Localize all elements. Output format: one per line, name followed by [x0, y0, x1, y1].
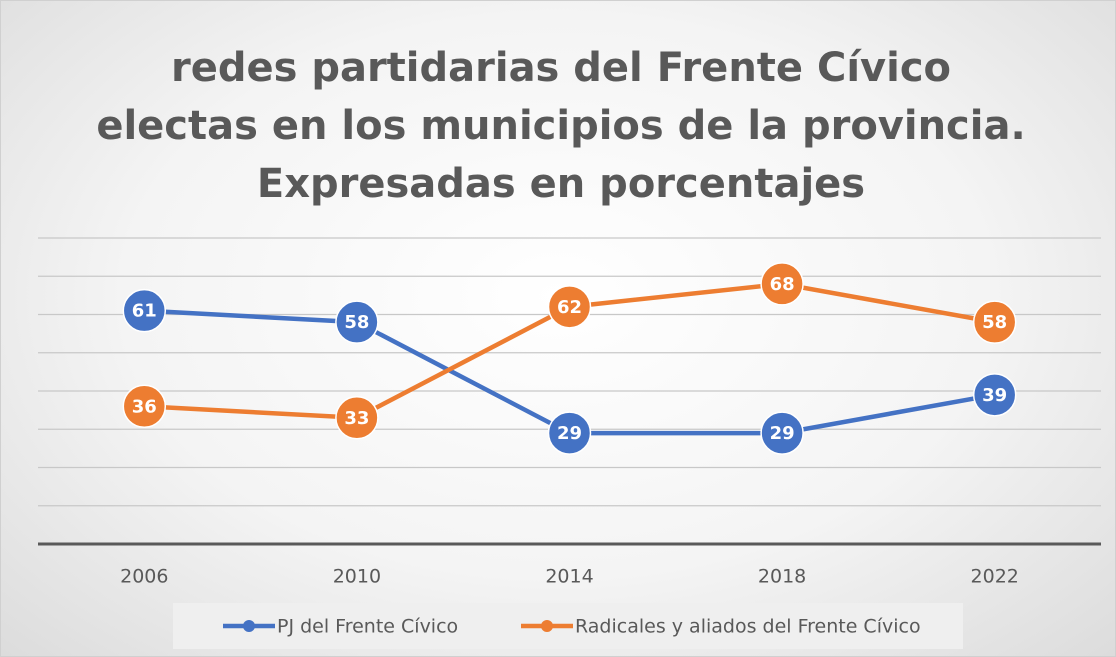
chart-title: redes partidarias del Frente Cívico elec…: [96, 45, 1026, 207]
data-label: 29: [770, 423, 795, 444]
data-point: [972, 373, 1017, 417]
data-label: 33: [344, 408, 369, 429]
x-tick-label: 2014: [545, 566, 593, 588]
data-label: 68: [770, 274, 795, 295]
data-label: 58: [344, 312, 369, 333]
data-point: [335, 300, 379, 344]
legend-marker: [541, 620, 553, 632]
data-label: 39: [982, 385, 1007, 406]
legend-label: Radicales y aliados del Frente Cívico: [575, 616, 921, 638]
data-label: 36: [132, 396, 157, 417]
x-tick-label: 2010: [333, 566, 381, 588]
legend-label: PJ del Frente Cívico: [277, 616, 458, 638]
data-point: [122, 384, 167, 429]
x-tick-label: 2018: [758, 566, 806, 588]
x-tick-label: 2006: [120, 566, 168, 588]
legend-marker: [243, 620, 255, 632]
data-point: [335, 396, 379, 440]
data-point: [547, 285, 592, 329]
data-label: 29: [557, 423, 582, 444]
data-point: [760, 262, 804, 306]
data-point: [760, 411, 804, 455]
data-label: 62: [557, 297, 582, 318]
data-label: 61: [132, 301, 157, 322]
data-label: 58: [982, 312, 1007, 333]
data-point: [547, 411, 592, 455]
data-point: [122, 288, 167, 333]
data-point: [972, 300, 1017, 344]
x-tick-label: 2022: [971, 566, 1019, 588]
